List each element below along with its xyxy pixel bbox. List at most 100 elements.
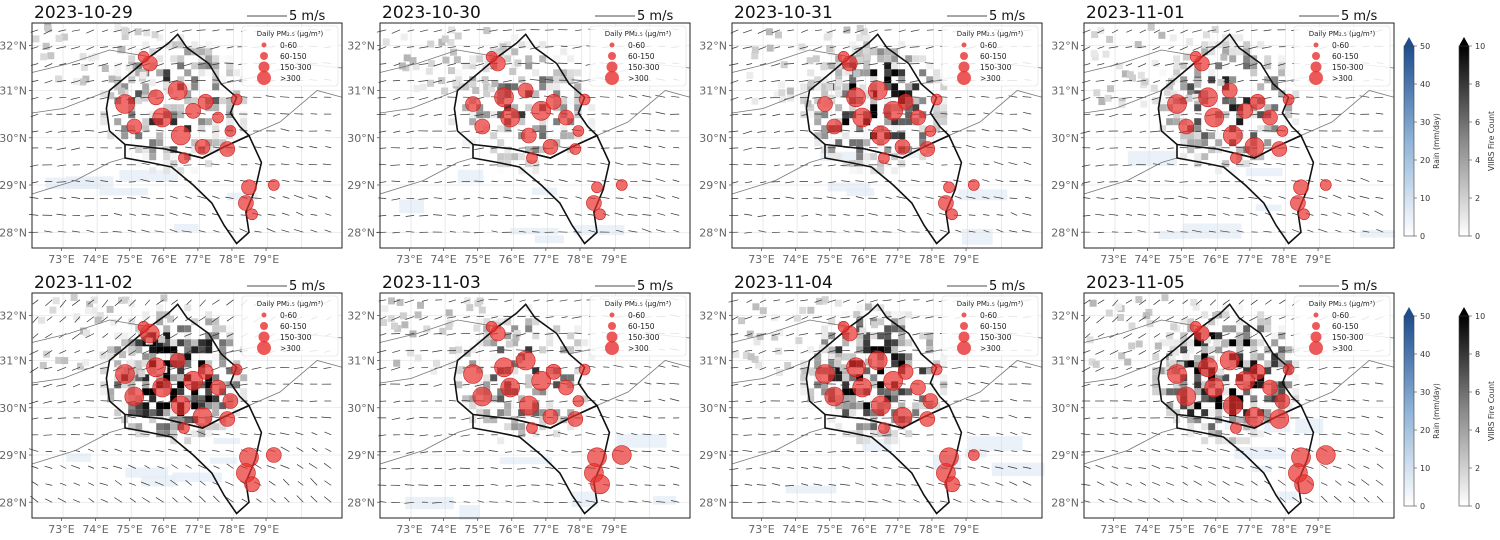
wind-vector bbox=[86, 29, 95, 34]
wind-vector bbox=[756, 163, 767, 166]
wind-vector bbox=[813, 46, 823, 51]
wind-vector bbox=[434, 181, 443, 184]
pm25-station bbox=[244, 476, 260, 493]
wind-vector bbox=[295, 400, 304, 402]
fire-cell bbox=[455, 346, 463, 354]
wind-vector bbox=[432, 501, 443, 504]
fire-cell bbox=[891, 132, 899, 140]
wind-vector bbox=[447, 63, 456, 66]
wind-vector bbox=[574, 213, 582, 216]
fire-cell bbox=[898, 332, 906, 340]
wind-vector bbox=[952, 498, 962, 503]
fire-cell bbox=[884, 118, 892, 126]
fire-cell bbox=[933, 402, 941, 410]
fire-cell bbox=[86, 300, 94, 308]
fire-cell bbox=[1186, 38, 1194, 46]
pm25-station bbox=[591, 181, 603, 194]
wind-vector bbox=[182, 366, 192, 370]
legend-marker bbox=[606, 61, 618, 73]
wind-vector bbox=[491, 147, 498, 149]
fire-cell bbox=[469, 76, 477, 84]
wind-vector bbox=[828, 181, 836, 184]
fire-cell bbox=[870, 104, 878, 112]
fire-cell bbox=[912, 55, 920, 63]
wind-vector bbox=[196, 350, 206, 354]
fire-cell bbox=[1257, 125, 1265, 133]
fire-cell bbox=[1150, 84, 1158, 92]
fire-cell bbox=[751, 46, 759, 54]
colorbar-extend-arrow bbox=[1404, 307, 1414, 316]
wind-vector bbox=[391, 29, 401, 34]
wind-vector bbox=[1205, 129, 1216, 132]
fire-cell bbox=[170, 41, 178, 49]
wind-vector bbox=[127, 416, 136, 419]
wind-vector bbox=[1208, 466, 1216, 469]
wind-vector bbox=[1249, 350, 1258, 353]
wind-vector bbox=[913, 499, 920, 503]
wind-vector bbox=[1095, 464, 1105, 469]
wind-vector bbox=[842, 29, 850, 33]
fire-cell bbox=[884, 48, 892, 56]
wind-vector bbox=[1333, 495, 1342, 503]
wind-vector bbox=[731, 316, 739, 321]
fire-cell bbox=[114, 69, 122, 77]
fire-cell bbox=[191, 97, 199, 105]
fire-cell bbox=[1194, 104, 1202, 112]
fire-cell bbox=[184, 325, 192, 333]
fire-cell bbox=[184, 339, 192, 347]
fire-cell bbox=[149, 346, 157, 354]
fire-cell bbox=[128, 146, 136, 154]
fire-cell bbox=[1215, 395, 1223, 403]
wind-vector bbox=[799, 366, 809, 370]
wind-vector bbox=[1220, 230, 1230, 233]
wind-vector bbox=[616, 130, 624, 132]
wind-vector bbox=[815, 333, 822, 335]
fire-cell bbox=[473, 324, 481, 332]
wind-vector bbox=[1180, 333, 1189, 339]
wind-vector bbox=[1082, 80, 1091, 84]
fire-cell bbox=[1222, 430, 1230, 438]
wind-vector bbox=[84, 383, 95, 387]
wind-vector bbox=[198, 213, 206, 216]
fire-cell bbox=[898, 318, 906, 326]
pm25-station bbox=[586, 195, 602, 211]
fire-cell bbox=[849, 69, 857, 77]
fire-cell bbox=[121, 346, 129, 354]
wind-vector bbox=[1195, 316, 1202, 321]
wind-vector bbox=[1318, 195, 1328, 199]
wind-vector bbox=[129, 497, 137, 503]
fire-cell bbox=[856, 339, 864, 347]
wind-vector bbox=[770, 63, 781, 67]
wind-vector bbox=[408, 366, 415, 370]
wind-vector bbox=[98, 63, 109, 67]
wind-vector bbox=[1138, 467, 1147, 469]
fire-cell bbox=[891, 437, 899, 445]
fire-cell bbox=[821, 125, 829, 133]
fire-cell bbox=[425, 67, 433, 75]
fire-cell bbox=[905, 430, 913, 438]
wind-vector bbox=[59, 197, 67, 199]
fire-cell bbox=[574, 388, 582, 396]
wind-vector bbox=[1363, 496, 1370, 503]
pm25-station bbox=[531, 370, 552, 391]
wind-vector bbox=[325, 213, 332, 216]
fire-cell bbox=[135, 346, 143, 354]
wind-vector bbox=[31, 417, 39, 420]
wind-vector bbox=[1235, 316, 1244, 323]
wind-vector bbox=[982, 415, 990, 419]
fire-cell bbox=[1215, 160, 1223, 168]
fire-cell bbox=[1257, 381, 1265, 389]
fire-cell bbox=[141, 94, 149, 102]
wind-vector bbox=[407, 147, 415, 150]
wind-vector bbox=[211, 130, 220, 133]
wind-vector bbox=[447, 46, 456, 49]
wind-vector bbox=[128, 464, 136, 469]
fire-cell bbox=[163, 81, 171, 89]
lat-label: 31°N bbox=[347, 355, 375, 368]
wind-vector bbox=[140, 196, 150, 199]
wind-vector bbox=[44, 498, 53, 503]
state-boundary bbox=[379, 49, 498, 73]
wind-vector bbox=[154, 214, 164, 216]
lat-label: 29°N bbox=[0, 179, 27, 192]
fire-cell bbox=[212, 55, 220, 63]
